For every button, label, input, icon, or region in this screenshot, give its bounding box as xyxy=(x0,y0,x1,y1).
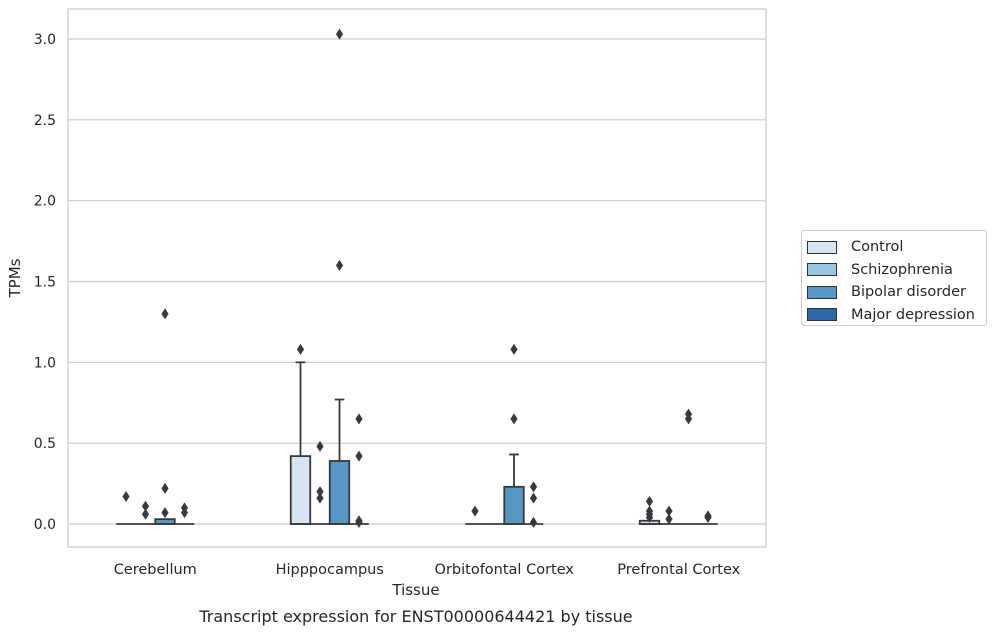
outlier-point xyxy=(335,259,344,271)
x-tick-label: Prefrontal Cortex xyxy=(617,562,740,578)
outlier-point xyxy=(355,450,363,462)
box-major-depression-hipppocampus xyxy=(349,413,369,528)
legend-item-bipolar-disorder: Bipolar disorder xyxy=(807,281,986,304)
box-major-depression-cerebellum xyxy=(174,502,195,525)
box-body xyxy=(289,455,312,525)
boxes xyxy=(116,28,718,528)
outlier-point xyxy=(510,343,518,355)
legend-item-major-depression: Major depression xyxy=(807,304,986,327)
y-tick-label: 3.0 xyxy=(34,32,56,48)
outlier-point xyxy=(665,513,673,525)
outlier-point xyxy=(122,491,130,503)
outlier-point xyxy=(645,505,654,517)
outlier-point xyxy=(296,343,305,355)
legend: Control Schizophrenia Bipolar disorder M… xyxy=(801,230,987,326)
box-body xyxy=(328,460,351,525)
outlier-point xyxy=(335,28,344,40)
outlier-point xyxy=(180,502,189,514)
outlier-point xyxy=(529,481,538,493)
legend-swatch-bipolar-disorder xyxy=(807,285,837,299)
box-control-orbitofontal-cortex xyxy=(465,505,485,525)
x-tick-label: Hipppocampus xyxy=(276,562,384,578)
box-bipolar-disorder-hipppocampus xyxy=(328,28,351,525)
legend-item-schizophrenia: Schizophrenia xyxy=(807,259,986,282)
legend-label-major-depression: Major depression xyxy=(851,306,975,323)
chart-title: Transcript expression for ENST0000064442… xyxy=(198,607,632,626)
box-bipolar-disorder-prefrontal-cortex xyxy=(678,408,699,525)
legend-swatch-major-depression xyxy=(807,308,837,322)
legend-item-control: Control xyxy=(807,236,986,259)
box-schizophrenia-prefrontal-cortex xyxy=(659,505,679,525)
box-control-cerebellum xyxy=(116,491,136,525)
box-schizophrenia-cerebellum xyxy=(135,500,156,525)
y-tick-label: 0.5 xyxy=(34,436,56,452)
outlier-point xyxy=(510,413,518,425)
box-control-hipppocampus xyxy=(289,343,312,525)
outlier-point xyxy=(684,408,693,420)
y-tick-label: 1.5 xyxy=(34,275,56,291)
outlier-point xyxy=(471,505,479,517)
outlier-point xyxy=(529,492,538,504)
outlier-point xyxy=(704,510,712,522)
box-schizophrenia-hipppocampus xyxy=(310,440,330,525)
x-tick-label: Cerebellum xyxy=(114,562,197,578)
y-tick-label: 0.0 xyxy=(34,517,56,533)
box-body xyxy=(503,485,525,525)
legend-label-schizophrenia: Schizophrenia xyxy=(851,261,953,278)
y-tick-label: 2.5 xyxy=(34,113,56,129)
legend-label-control: Control xyxy=(851,239,904,256)
legend-swatch-schizophrenia xyxy=(807,263,837,277)
outlier-point xyxy=(316,486,324,498)
outlier-point xyxy=(161,507,169,519)
y-tick-label: 2.0 xyxy=(34,194,56,210)
gridlines xyxy=(68,38,766,525)
box-bipolar-disorder-orbitofontal-cortex xyxy=(503,343,525,525)
y-axis-label: TPMs xyxy=(6,258,24,298)
outlier-point xyxy=(141,508,150,520)
outlier-point xyxy=(355,515,363,527)
x-tick-label: Orbitofontal Cortex xyxy=(435,562,575,578)
outlier-point xyxy=(161,308,169,320)
outlier-point xyxy=(316,492,324,504)
legend-label-bipolar-disorder: Bipolar disorder xyxy=(851,284,966,301)
y-tick-label: 1.0 xyxy=(34,355,56,371)
outlier-point xyxy=(355,413,363,425)
outlier-point xyxy=(161,482,169,494)
outlier-point xyxy=(645,495,654,507)
x-axis-label: Tissue xyxy=(391,581,439,599)
plot-frame xyxy=(67,8,767,548)
outlier-point xyxy=(529,516,538,528)
box-bipolar-disorder-cerebellum xyxy=(154,308,176,525)
box-major-depression-orbitofontal-cortex xyxy=(523,481,544,528)
outlier-point xyxy=(665,505,673,517)
box-control-prefrontal-cortex xyxy=(638,495,661,525)
box-major-depression-prefrontal-cortex xyxy=(698,510,718,525)
outlier-point xyxy=(316,440,324,452)
tick-labels: 0.0 0.5 1.0 1.5 2.0 2.5 3.0 Cerebellum Hipppocam… xyxy=(34,32,741,578)
outlier-point xyxy=(141,500,150,512)
legend-swatch-control xyxy=(807,240,837,254)
